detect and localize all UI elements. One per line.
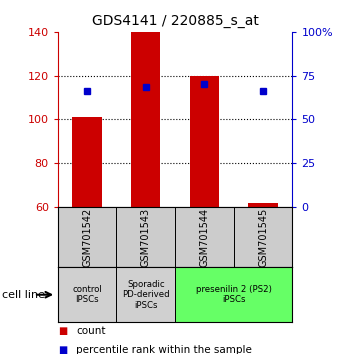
Text: percentile rank within the sample: percentile rank within the sample [76, 346, 252, 354]
Text: GSM701543: GSM701543 [141, 207, 151, 267]
Text: presenilin 2 (PS2)
iPSCs: presenilin 2 (PS2) iPSCs [196, 285, 272, 304]
Bar [175, 207, 234, 267]
Text: GSM701544: GSM701544 [200, 207, 209, 267]
Text: cell line: cell line [2, 290, 45, 300]
Text: ■: ■ [58, 326, 67, 336]
Text: Sporadic
PD-derived
iPSCs: Sporadic PD-derived iPSCs [122, 280, 170, 310]
Text: control
IPSCs: control IPSCs [72, 285, 102, 304]
Text: ■: ■ [58, 346, 67, 354]
Bar [234, 207, 292, 267]
Bar [58, 207, 116, 267]
Bar [72, 117, 102, 207]
Bar [116, 207, 175, 267]
Bar [190, 76, 219, 207]
Bar [58, 267, 116, 322]
Title: GDS4141 / 220885_s_at: GDS4141 / 220885_s_at [92, 14, 258, 28]
Text: GSM701542: GSM701542 [82, 207, 92, 267]
Bar [175, 267, 292, 322]
Text: count: count [76, 326, 106, 336]
Text: GSM701545: GSM701545 [258, 207, 268, 267]
Bar [116, 267, 175, 322]
Bar [249, 203, 278, 207]
Bar [131, 32, 160, 207]
